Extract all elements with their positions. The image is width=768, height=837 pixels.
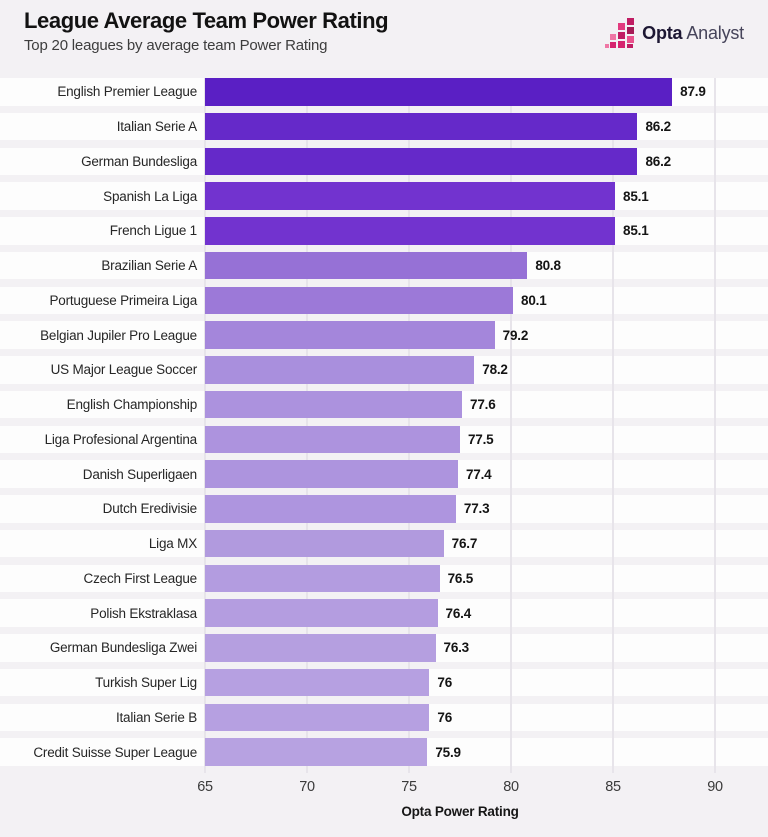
gridline-90 [714,78,716,773]
x-axis: 65 70 75 80 85 90 [0,779,768,799]
category-label: Spanish La Liga [103,188,197,204]
category-label: Czech First League [83,570,198,586]
bar-value-label: 80.8 [535,258,561,273]
bar [205,634,436,662]
chart-subtitle: Top 20 leagues by average team Power Rat… [24,37,328,54]
bar [205,286,514,314]
bar-value-label: 77.5 [468,431,494,447]
category-label: US Major League Soccer [50,362,198,378]
bar-value-label: 77.4 [465,466,492,482]
bar-value-label: 79.2 [502,327,529,343]
category-label: Belgian Jupiler Pro League [40,327,197,343]
bar-value-label: 86.2 [645,119,671,134]
category-label: Italian Serie A [116,119,198,134]
bar-value-label: 76 [437,675,453,690]
bar [205,529,444,558]
category-label: French Ligue 1 [109,223,197,239]
bar-value-label: 76.4 [445,605,472,621]
bar [205,251,528,280]
category-label: English Premier League [57,84,197,100]
bar [205,495,456,523]
bar-value-label: 87.9 [680,84,706,100]
bar [205,112,638,141]
category-label: Italian Serie B [115,709,197,725]
category-label: English Championship [66,397,198,412]
category-label: Credit Suisse Super League [33,744,197,760]
category-label: Portuguese Primeira Liga [49,292,197,308]
bar-value-label: 86.2 [645,153,671,169]
bar-value-label: 76 [437,709,453,725]
logo-text-analyst: Analyst [686,22,744,43]
bar [205,738,428,766]
bar [205,425,460,453]
bar [205,321,495,349]
x-tick-label: 90 [707,779,723,795]
logo-wordmark: Opta Analyst [642,23,744,44]
bar [205,182,616,210]
bar-value-label: 85.1 [623,188,649,204]
bar [205,564,440,592]
bar-value-label: 77.6 [470,397,496,412]
x-tick-label: 80 [503,779,519,795]
category-label: Danish Superligaen [82,466,197,482]
bar-value-label: 85.1 [623,223,649,239]
bar [205,460,458,488]
x-tick-label: 70 [299,779,315,795]
bar-value-label: 78.2 [482,362,508,378]
page-title: League Average Team Power Rating [24,8,389,33]
bar [205,147,638,175]
bar [205,668,430,697]
x-tick-label: 75 [401,779,417,795]
bar-value-label: 80.1 [521,292,547,308]
category-label: Brazilian Serie A [101,258,197,273]
bar [205,390,463,419]
bar [205,217,616,245]
category-label: German Bundesliga Zwei [49,640,197,656]
category-label: German Bundesliga [81,153,197,169]
opta-pixel-chart-icon [605,18,635,48]
x-tick-label: 65 [197,779,213,795]
bar-chart-plot-area: English Premier League 87.9 Italian Serie … [0,78,768,773]
bar [205,599,438,627]
bar [205,703,430,731]
bar [205,356,475,384]
bar-value-label: 76.3 [443,640,470,656]
opta-analyst-logo: Opta Analyst [605,17,744,49]
bar-value-label: 76.7 [451,536,478,551]
category-label: Polish Ekstraklasa [90,605,197,621]
x-axis-title: Opta Power Rating [401,804,519,819]
bar-value-label: 77.3 [463,501,490,517]
category-label: Liga MX [148,536,197,551]
gridline-80 [510,78,512,773]
x-tick-label: 85 [605,779,621,795]
category-label: Turkish Super Lig [95,675,197,690]
bar-value-label: 76.5 [447,570,474,586]
category-label: Dutch Eredivisie [102,501,198,517]
bar-value-label: 75.9 [435,744,461,760]
logo-text-opta: Opta [642,22,683,43]
category-label: Liga Profesional Argentina [44,431,198,447]
bar [205,78,673,106]
gridline-85 [612,78,614,773]
